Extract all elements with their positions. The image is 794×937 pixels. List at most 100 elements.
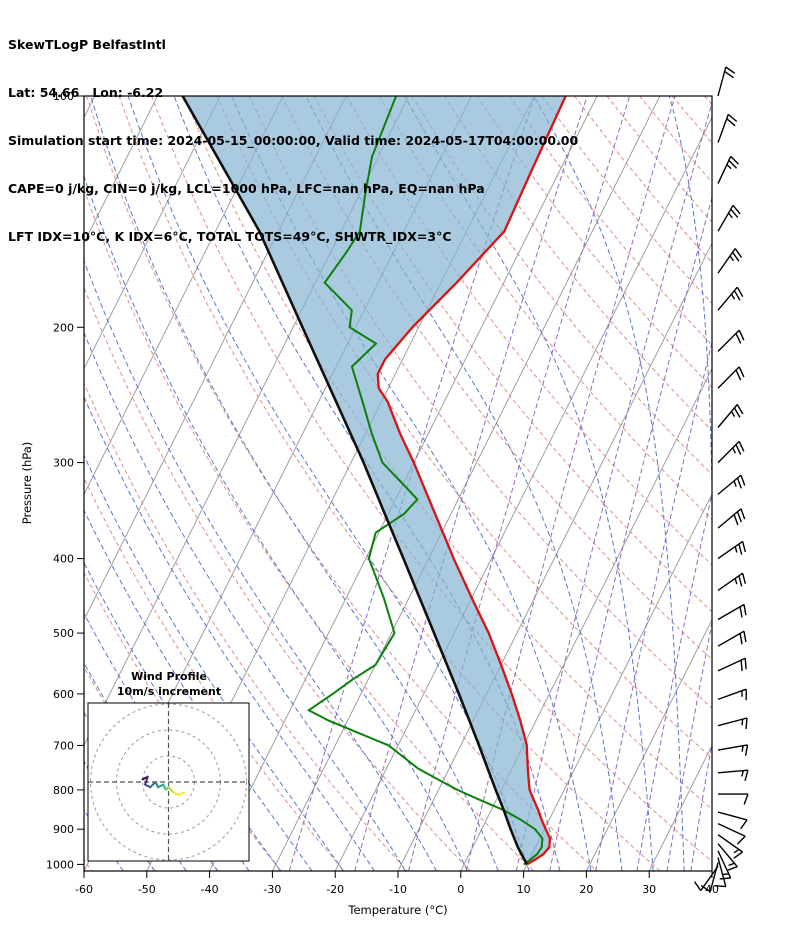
isotherm-line <box>523 493 712 871</box>
wind-barb <box>717 329 745 352</box>
y-tick-label: 500 <box>53 627 74 640</box>
wind-barb <box>717 66 736 97</box>
wind-barb <box>717 822 746 845</box>
dry-adiabat-line <box>84 286 471 871</box>
indices-line: LFT IDX=10°C, K IDX=6°C, TOTAL TOTS=49°C… <box>8 229 452 244</box>
dry-adiabat-line <box>84 382 408 871</box>
x-tick-label: -40 <box>201 883 219 896</box>
wind-barb <box>717 630 747 647</box>
hodograph <box>88 703 249 861</box>
parcel-path-line <box>181 96 529 866</box>
wind-barb <box>717 843 738 872</box>
mixing-ratio-line <box>288 96 536 871</box>
moist-adiabat-line <box>90 96 499 871</box>
moist-adiabat-line <box>84 259 437 871</box>
wind-barb <box>717 811 748 830</box>
moist-adiabat-line <box>84 395 375 871</box>
hodograph-title-line1: Wind Profile <box>131 670 207 683</box>
axis-ticks <box>77 95 713 878</box>
wind-barb <box>717 366 745 389</box>
isotherm-line <box>397 241 712 871</box>
moist-adiabat-line <box>84 174 468 871</box>
wind-barb <box>717 603 747 621</box>
mixing-ratio-line <box>666 620 712 871</box>
cape-line: CAPE=0 j/kg, CIN=0 j/kg, LCL=1000 hPa, L… <box>8 181 485 196</box>
wind-barb <box>717 769 749 781</box>
wind-barb <box>717 474 746 495</box>
hodograph-trace-segment <box>144 775 149 786</box>
dry-adiabat-line <box>84 476 345 871</box>
dry-adiabat-line <box>84 666 219 871</box>
x-tick-label: -30 <box>263 883 281 896</box>
isotherm-line <box>84 96 284 496</box>
wind-barb <box>717 657 747 672</box>
moist-adiabat-line <box>84 454 344 871</box>
dewpoint-line <box>306 96 544 866</box>
wind-barb <box>717 540 747 560</box>
x-tick-label: -60 <box>75 883 93 896</box>
wind-barb <box>714 857 727 888</box>
y-tick-label: 600 <box>53 688 74 701</box>
dry-adiabat-line <box>248 96 712 709</box>
wind-barb <box>717 113 738 143</box>
wind-barb <box>717 744 749 756</box>
mixing-ratio-line <box>408 96 631 871</box>
x-axis-title: Temperature (°C) <box>348 903 448 917</box>
mixing-ratio-line <box>354 96 588 871</box>
dry-adiabat-line <box>313 96 712 613</box>
dry-adiabat-line <box>411 96 712 476</box>
wind-barb <box>717 404 744 428</box>
isotherm-line <box>334 116 712 871</box>
dry-adiabat-line <box>84 187 535 871</box>
x-tick-label: 30 <box>642 883 656 896</box>
wind-barb <box>717 286 744 311</box>
x-tick-label: -10 <box>389 883 407 896</box>
y-tick-label: 200 <box>53 321 74 334</box>
wind-barb-column <box>693 66 749 893</box>
x-tick-label: 10 <box>517 883 531 896</box>
y-tick-label: 100 <box>53 90 74 103</box>
moist-adiabat-line <box>84 331 406 871</box>
wind-barb <box>717 155 739 184</box>
wind-barb <box>693 865 719 892</box>
hodograph-trace-segment <box>167 786 175 794</box>
wind-barb <box>717 248 743 274</box>
isotherm-line <box>585 618 712 871</box>
mixing-ratio-line <box>465 96 676 871</box>
hodograph-trace-segment <box>177 791 186 796</box>
moist-adiabat-line <box>305 96 623 871</box>
wind-barb <box>717 204 741 232</box>
dry-adiabat-line <box>281 96 712 661</box>
time-line: Simulation start time: 2024-05-15_00:00:… <box>8 133 579 148</box>
y-tick-label: 400 <box>53 553 74 566</box>
header-block: SkewTLogP BelfastIntl Lat: 54.66 Lon: -6… <box>8 5 578 277</box>
wind-barb <box>717 834 744 859</box>
wind-barb <box>717 440 745 464</box>
y-tick-label: 300 <box>53 457 74 470</box>
moist-adiabat-line <box>404 96 654 871</box>
cin-shade-region <box>182 96 566 865</box>
moist-adiabat-line <box>84 509 313 871</box>
hodograph-border <box>87 702 250 862</box>
y-axis-title: Pressure (hPa) <box>20 441 34 525</box>
y-tick-label: 700 <box>53 739 74 752</box>
x-tick-label: 0 <box>457 883 464 896</box>
moist-adiabat-line <box>231 96 592 871</box>
wind-barb <box>717 717 748 729</box>
page-title: SkewTLogP BelfastIntl <box>8 37 166 52</box>
dry-adiabat-line <box>86 96 598 871</box>
wind-barb <box>718 793 749 805</box>
x-tick-label: -50 <box>138 883 156 896</box>
mixing-ratio-line <box>549 195 712 871</box>
y-tick-label: 900 <box>53 823 74 836</box>
lat-lon-line: Lat: 54.66 Lon: -6.22 <box>8 85 164 100</box>
isotherm-line <box>84 96 158 245</box>
y-tick-label: 800 <box>53 784 74 797</box>
hodograph-title-line2: 10m/s increment <box>116 685 222 698</box>
isotherm-line <box>84 96 221 370</box>
wind-barb <box>717 688 747 701</box>
temperature-line <box>376 96 567 866</box>
dry-adiabat-line <box>443 96 712 432</box>
